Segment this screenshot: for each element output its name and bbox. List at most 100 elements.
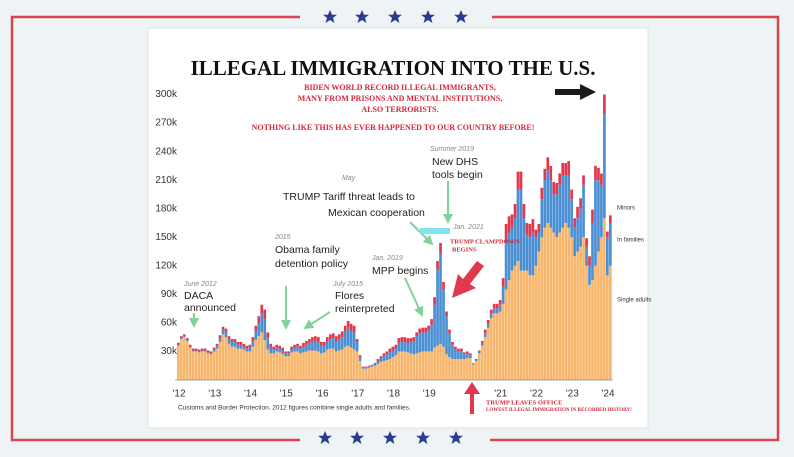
- bar-segment: [439, 343, 442, 380]
- bar-segment: [486, 327, 490, 380]
- bar-segment: [182, 337, 186, 380]
- bar-segment: [197, 352, 201, 380]
- bar-segment: [248, 347, 252, 352]
- bar-segment: [218, 335, 222, 339]
- y-tick-label: 210k: [155, 175, 178, 186]
- bar-segment: [591, 222, 594, 281]
- bar-segment: [582, 237, 585, 380]
- bar-segment: [430, 351, 433, 380]
- bar-segment: [284, 351, 287, 354]
- bar-segment: [254, 325, 258, 331]
- bar-segment: [370, 364, 374, 366]
- bar-segment: [442, 281, 445, 290]
- red-arrow: [452, 261, 484, 298]
- bar-segment: [433, 304, 436, 348]
- bar-segment: [439, 253, 442, 344]
- annotation: Obama family: [275, 244, 341, 256]
- bar-segment: [424, 332, 427, 352]
- bar-segment: [275, 344, 279, 348]
- bar-segment: [263, 309, 267, 320]
- legend-label: Minors: [617, 206, 635, 212]
- bar-segment: [230, 341, 234, 347]
- bar-segment: [427, 330, 430, 352]
- bar-segment: [197, 351, 201, 353]
- bar-segment: [492, 313, 496, 380]
- bar-segment: [579, 198, 582, 209]
- bar-segment: [504, 289, 508, 380]
- bar-segment: [448, 329, 451, 334]
- bar-segment: [385, 354, 389, 361]
- bar-segment: [567, 161, 570, 176]
- bar-segment: [331, 333, 335, 339]
- black-arrow: [555, 84, 596, 100]
- annotation: 2015: [274, 234, 291, 241]
- bar-segment: [370, 365, 374, 367]
- bar-segment: [203, 350, 207, 352]
- bar-segment: [385, 360, 389, 380]
- annotation: TRUMP LEAVES OFFICE: [486, 399, 562, 406]
- bar-segment: [430, 324, 433, 352]
- y-tick-label: 120k: [155, 260, 178, 271]
- bar-segment: [436, 269, 439, 346]
- subtitle-line: BIDEN WORLD RECORD ILLEGAL IMMIGRANTS,: [304, 83, 496, 92]
- bar-segment: [340, 337, 344, 350]
- bar-segment: [302, 342, 305, 347]
- bar-segment: [606, 275, 609, 380]
- bar-segment: [290, 349, 293, 353]
- bar-segment: [421, 327, 424, 333]
- y-tick-label: 270k: [155, 118, 178, 129]
- legend-label: In families: [617, 238, 644, 244]
- annotation: June 2012: [183, 281, 217, 288]
- bar-segment: [498, 311, 502, 380]
- bar-segment: [242, 343, 246, 347]
- bar-segment: [382, 353, 386, 357]
- bar-segment: [182, 336, 186, 338]
- frame: [10, 15, 780, 442]
- bar-segment: [489, 309, 493, 314]
- bar-segment: [325, 337, 329, 341]
- bar-segment: [474, 359, 478, 361]
- bar-segment: [409, 338, 413, 342]
- bar-segment: [296, 343, 299, 347]
- bar-segment: [415, 332, 419, 337]
- y-tick-label: 30k: [161, 346, 178, 357]
- bar-segment: [504, 242, 508, 290]
- bar-segment: [468, 355, 472, 359]
- bar-segment: [200, 348, 204, 351]
- bar-segment: [299, 345, 302, 349]
- bar-segment: [179, 336, 183, 339]
- subtitle-line: ALSO TERRORISTS.: [361, 105, 438, 114]
- bar-segment: [495, 303, 499, 309]
- bar-segment: [328, 339, 332, 349]
- bar-segment: [376, 360, 380, 364]
- bar-segment: [495, 308, 499, 314]
- bar-segment: [558, 184, 562, 233]
- bar-segment: [513, 265, 517, 380]
- bar-segment: [403, 341, 407, 352]
- bar-segment: [278, 348, 281, 353]
- bar-segment: [412, 340, 416, 355]
- bar-segment: [260, 332, 264, 380]
- annotation: detention policy: [275, 258, 349, 270]
- bar-segment: [352, 349, 356, 380]
- bar-segment: [516, 189, 520, 262]
- bar-segment: [445, 354, 448, 380]
- x-tick-label: '12: [172, 389, 185, 400]
- bar-segment: [522, 203, 526, 219]
- bar-segment: [403, 337, 407, 342]
- bar-segment: [474, 360, 478, 361]
- bar-segment: [251, 340, 255, 347]
- bar-segment: [430, 319, 433, 325]
- bar-segment: [212, 349, 216, 352]
- bar-segment: [406, 338, 410, 343]
- bar-segment: [185, 340, 189, 341]
- bar-segment: [364, 366, 368, 368]
- bar-segment: [224, 328, 228, 332]
- bar-segment: [534, 237, 538, 266]
- bar-segment: [460, 348, 463, 352]
- bar-segment: [576, 206, 579, 219]
- bar-segment: [606, 231, 609, 238]
- bar-segment: [522, 218, 526, 271]
- bar-segment: [510, 227, 514, 271]
- bar-segment: [269, 353, 273, 380]
